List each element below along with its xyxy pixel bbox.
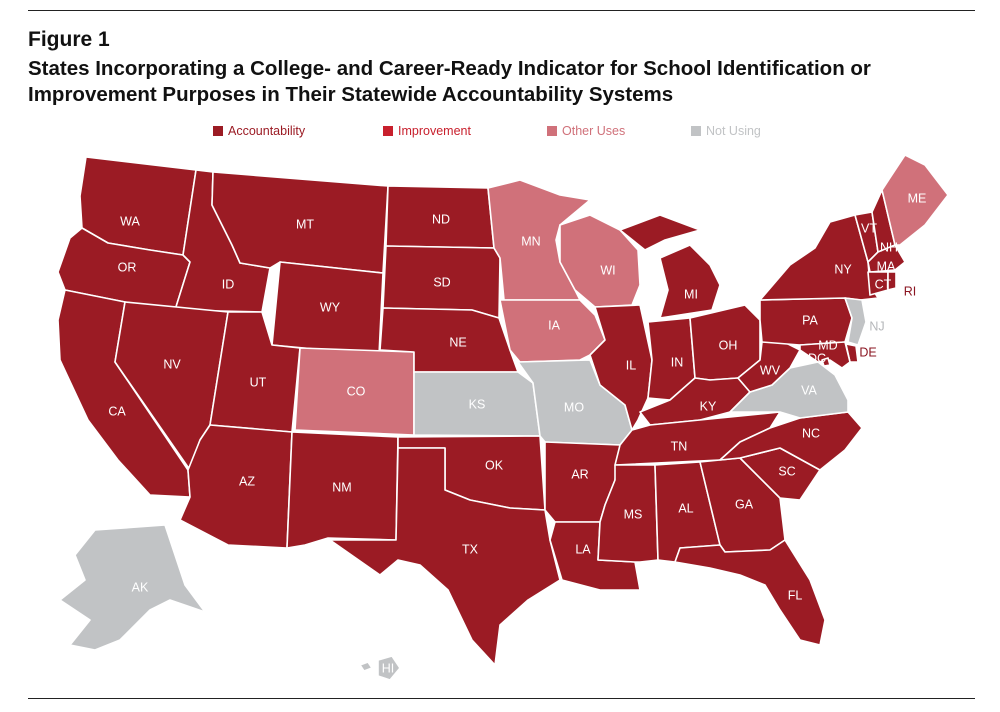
state-label-ky: KY (700, 399, 717, 413)
legend-swatch-accountability (213, 126, 223, 136)
state-label-mi: MI (684, 287, 698, 301)
state-label-al: AL (678, 501, 693, 515)
state-ri (887, 271, 897, 291)
legend-swatch-not-using (691, 126, 701, 136)
state-label-nc: NC (802, 426, 820, 440)
state-label-sd: SD (433, 275, 450, 289)
legend-item-other-uses: Other Uses (547, 123, 625, 139)
state-label-wy: WY (320, 300, 341, 314)
legend-label-improvement: Improvement (398, 124, 471, 138)
state-label-id: ID (222, 277, 235, 291)
state-label-wv: WV (760, 363, 781, 377)
state-label-va: VA (801, 383, 817, 397)
state-fl (674, 539, 826, 646)
state-label-pa: PA (802, 313, 818, 327)
state-label-ok: OK (485, 458, 504, 472)
state-ia (499, 299, 606, 363)
state-label-wa: WA (120, 214, 140, 228)
state-tn (614, 411, 781, 466)
state-label-nv: NV (163, 357, 181, 371)
state-label-ne: NE (449, 335, 466, 349)
state-label-or: OR (118, 260, 137, 274)
legend-item-accountability: Accountability (213, 123, 305, 139)
state-label-az: AZ (239, 474, 255, 488)
state-label-tn: TN (671, 439, 688, 453)
state-label-co: CO (347, 384, 366, 398)
state-label-il: IL (626, 358, 636, 372)
state-label-ut: UT (250, 375, 267, 389)
state-label-ny: NY (834, 262, 852, 276)
state-label-dc: DC (808, 351, 826, 365)
legend-item-improvement: Improvement (383, 123, 471, 139)
state-label-nd: ND (432, 212, 450, 226)
state-nj (844, 297, 867, 346)
state-label-sc: SC (778, 464, 795, 478)
legend-label-other-uses: Other Uses (562, 124, 626, 138)
state-label-in: IN (671, 355, 684, 369)
state-label-fl: FL (788, 588, 803, 602)
state-label-tx: TX (462, 542, 479, 556)
legend-swatch-improvement (383, 126, 393, 136)
legend-swatch-other-uses (547, 126, 557, 136)
state-label-ct: CT (875, 277, 892, 291)
legend-item-not-using: Not Using (691, 123, 761, 139)
state-label-nh: NH (880, 240, 898, 254)
state-label-me: ME (908, 191, 927, 205)
state-label-vt: VT (861, 221, 877, 235)
state-label-md: MD (818, 338, 837, 352)
state-label-mt: MT (296, 217, 314, 231)
figure-title: States Incorporating a College- and Care… (28, 57, 871, 106)
state-label-mn: MN (521, 234, 540, 248)
state-label-nj: NJ (869, 319, 884, 333)
state-label-ri: RI (904, 284, 917, 298)
legend: Accountability Improvement Other Uses No… (213, 123, 813, 139)
state-label-ak: AK (132, 580, 149, 594)
state-md (799, 341, 851, 369)
state-label-ks: KS (469, 397, 486, 411)
top-rule (28, 10, 975, 11)
state-label-ia: IA (548, 318, 560, 332)
state-label-ca: CA (108, 404, 126, 418)
state-shapes (57, 154, 949, 681)
state-wi (559, 214, 641, 308)
state-label-hi: HI (382, 661, 395, 675)
bottom-rule (28, 698, 975, 699)
state-mi (619, 214, 721, 319)
state-label-nm: NM (332, 480, 351, 494)
figure-label: Figure 1 (28, 28, 110, 51)
state-hi (359, 655, 401, 681)
state-label-ar: AR (571, 467, 588, 481)
legend-label-not-using: Not Using (706, 124, 761, 138)
state-dc (821, 357, 831, 367)
state-labels: WA OR CA ID NV MT WY UT AZ CO NM ND SD N… (108, 191, 926, 675)
legend-label-accountability: Accountability (228, 124, 306, 138)
state-nc (719, 411, 863, 471)
state-label-wi: WI (600, 263, 615, 277)
state-ak (59, 524, 206, 651)
state-label-ms: MS (624, 507, 643, 521)
state-label-mo: MO (564, 400, 584, 414)
state-label-ga: GA (735, 497, 754, 511)
state-label-la: LA (575, 542, 591, 556)
state-label-de: DE (859, 345, 876, 359)
state-label-ma: MA (877, 259, 896, 273)
state-tx (329, 447, 561, 666)
state-label-oh: OH (719, 338, 738, 352)
